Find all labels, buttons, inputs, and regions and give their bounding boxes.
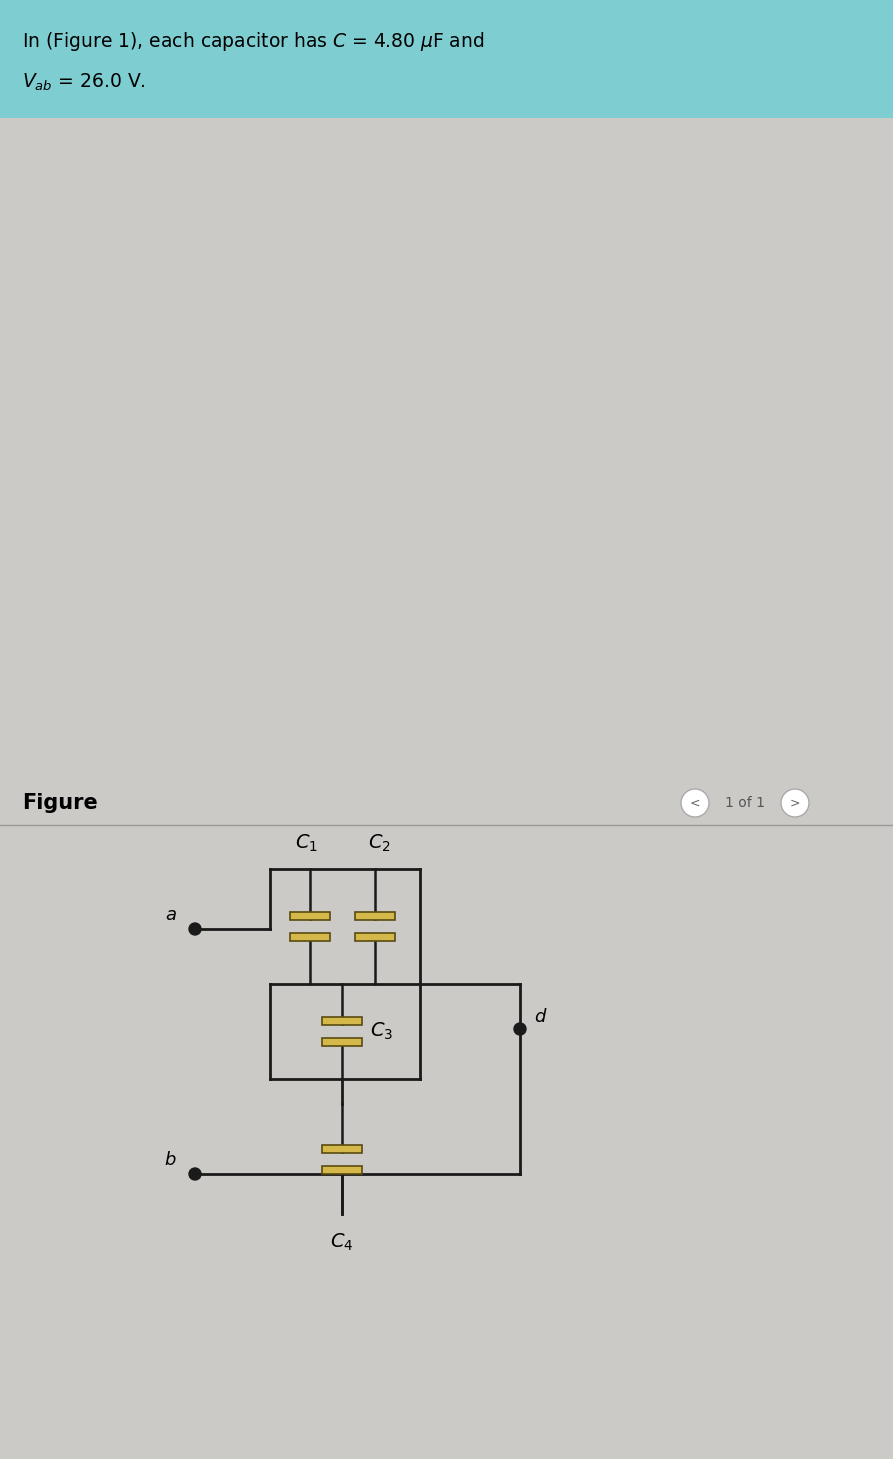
Text: <: < xyxy=(689,797,700,810)
Text: Figure: Figure xyxy=(22,794,97,813)
FancyBboxPatch shape xyxy=(355,912,395,921)
Text: $d$: $d$ xyxy=(534,1008,547,1026)
FancyBboxPatch shape xyxy=(322,1144,362,1153)
Text: $V_{ab}$ = 26.0 V.: $V_{ab}$ = 26.0 V. xyxy=(22,71,146,93)
FancyBboxPatch shape xyxy=(290,932,330,941)
Text: $b$: $b$ xyxy=(164,1151,177,1169)
Circle shape xyxy=(514,1023,526,1034)
Text: $C_2$: $C_2$ xyxy=(368,833,390,854)
FancyBboxPatch shape xyxy=(0,0,893,118)
FancyBboxPatch shape xyxy=(290,912,330,921)
FancyBboxPatch shape xyxy=(322,1017,362,1026)
Text: $C_4$: $C_4$ xyxy=(330,1231,354,1253)
Text: $C_3$: $C_3$ xyxy=(370,1021,393,1042)
Text: >: > xyxy=(789,797,800,810)
FancyBboxPatch shape xyxy=(322,1037,362,1046)
Text: $a$: $a$ xyxy=(165,906,177,924)
Text: $C_1$: $C_1$ xyxy=(295,833,318,854)
Circle shape xyxy=(189,1169,201,1180)
Text: In (Figure 1), each capacitor has $C$ = 4.80 $\mu$F and: In (Figure 1), each capacitor has $C$ = … xyxy=(22,31,484,53)
FancyBboxPatch shape xyxy=(355,932,395,941)
Circle shape xyxy=(681,789,709,817)
FancyBboxPatch shape xyxy=(322,1166,362,1173)
Text: 1 of 1: 1 of 1 xyxy=(725,797,765,810)
Circle shape xyxy=(189,924,201,935)
Circle shape xyxy=(781,789,809,817)
